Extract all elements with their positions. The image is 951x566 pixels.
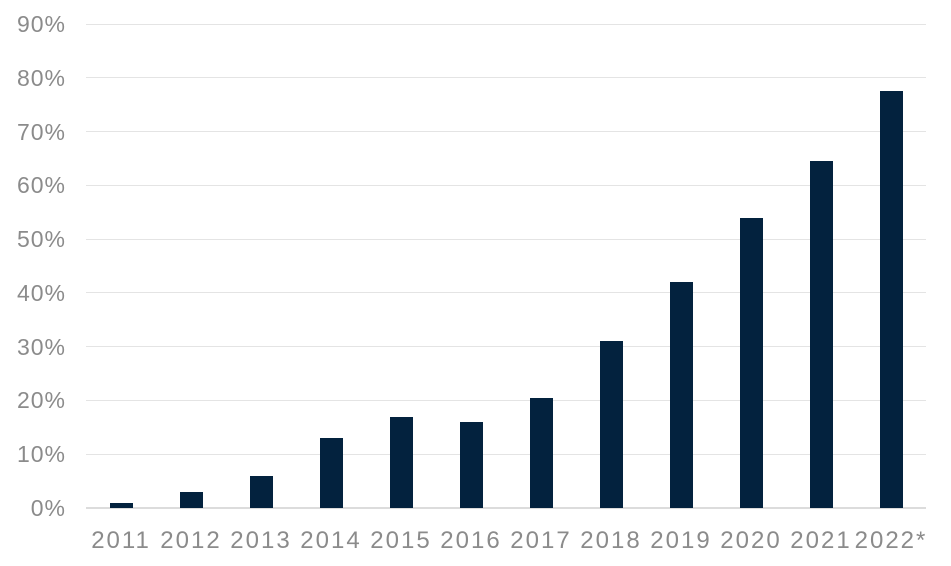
y-axis-tick-label-50: 50% bbox=[16, 226, 66, 253]
y-axis-tick-label-70: 70% bbox=[16, 118, 66, 145]
y-axis-tick-label-40: 40% bbox=[16, 279, 66, 306]
bar-2015 bbox=[389, 416, 413, 508]
x-axis-tick-label-2016: 2016 bbox=[440, 527, 502, 554]
x-axis-tick-label-2015: 2015 bbox=[370, 527, 432, 554]
bar-2019 bbox=[669, 282, 693, 508]
x-axis-tick-label-2022: 2022* bbox=[854, 527, 928, 554]
gridline-0 bbox=[86, 507, 926, 509]
x-axis-tick-label-2017: 2017 bbox=[510, 527, 572, 554]
bar-2020 bbox=[739, 217, 763, 508]
bar-2012 bbox=[179, 491, 203, 508]
bar-2016 bbox=[459, 421, 483, 508]
y-axis-tick-label-60: 60% bbox=[16, 172, 66, 199]
gridline-30 bbox=[86, 346, 926, 348]
y-axis-tick-label-80: 80% bbox=[16, 64, 66, 91]
x-axis-tick-label-2012: 2012 bbox=[160, 527, 222, 554]
gridline-50 bbox=[86, 238, 926, 240]
x-axis-tick-label-2011: 2011 bbox=[91, 527, 151, 554]
bar-2017 bbox=[529, 397, 553, 508]
x-axis-tick-label-2020: 2020 bbox=[720, 527, 782, 554]
bar-2014 bbox=[319, 438, 343, 508]
bar-2021 bbox=[809, 161, 833, 508]
x-axis-tick-label-2014: 2014 bbox=[300, 527, 362, 554]
bar-2011 bbox=[109, 502, 133, 508]
gridline-20 bbox=[86, 399, 926, 401]
y-axis-tick-label-90: 90% bbox=[16, 11, 66, 37]
gridline-60 bbox=[86, 184, 926, 186]
gridline-80 bbox=[86, 77, 926, 79]
y-axis-tick-label-30: 30% bbox=[16, 333, 66, 360]
x-axis-tick-label-2018: 2018 bbox=[580, 527, 642, 554]
gridline-70 bbox=[86, 131, 926, 133]
x-axis-tick-label-2013: 2013 bbox=[230, 527, 292, 554]
bar-2013 bbox=[249, 475, 273, 508]
y-axis-tick-label-20: 20% bbox=[16, 387, 66, 414]
y-axis-tick-label-10: 10% bbox=[16, 441, 66, 468]
gridline-90 bbox=[86, 23, 926, 25]
y-axis-tick-label-0: 0% bbox=[30, 495, 66, 521]
x-axis-tick-label-2021: 2021 bbox=[790, 527, 852, 554]
gridline-10 bbox=[86, 453, 926, 455]
bar-2018 bbox=[599, 341, 623, 508]
bar-2022 bbox=[879, 91, 903, 508]
gridline-40 bbox=[86, 292, 926, 294]
x-axis-tick-label-2019: 2019 bbox=[650, 527, 712, 554]
